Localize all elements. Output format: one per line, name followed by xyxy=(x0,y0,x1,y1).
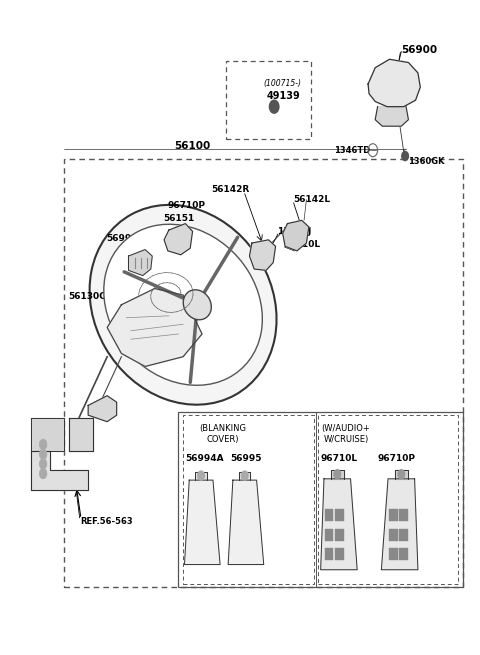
Polygon shape xyxy=(331,470,344,479)
Polygon shape xyxy=(69,419,93,451)
Text: REF.56-563: REF.56-563 xyxy=(81,517,133,525)
Polygon shape xyxy=(382,479,418,570)
Polygon shape xyxy=(321,479,357,570)
Ellipse shape xyxy=(90,205,276,405)
Text: COVER): COVER) xyxy=(207,435,240,443)
Text: 96710L: 96710L xyxy=(321,454,358,463)
Text: 56900: 56900 xyxy=(401,45,437,54)
Circle shape xyxy=(241,471,248,480)
Text: 56991C: 56991C xyxy=(106,234,144,243)
Bar xyxy=(399,510,408,521)
Circle shape xyxy=(334,470,341,479)
Polygon shape xyxy=(375,107,408,126)
Circle shape xyxy=(269,100,279,113)
Bar xyxy=(318,415,458,584)
Text: 56142L: 56142L xyxy=(293,195,330,204)
Bar xyxy=(389,529,397,540)
Bar xyxy=(325,510,334,521)
Bar xyxy=(336,529,344,540)
Text: 49139: 49139 xyxy=(266,91,300,102)
Bar xyxy=(389,548,397,560)
Text: 96710L: 96710L xyxy=(284,240,321,249)
Polygon shape xyxy=(228,480,264,565)
Polygon shape xyxy=(368,60,420,107)
Bar xyxy=(399,548,408,560)
Polygon shape xyxy=(164,223,192,255)
Polygon shape xyxy=(250,240,276,271)
Bar xyxy=(325,529,334,540)
Text: 1249LJ: 1249LJ xyxy=(277,227,312,236)
Polygon shape xyxy=(239,472,251,480)
Bar xyxy=(325,548,334,560)
Polygon shape xyxy=(184,480,220,565)
Circle shape xyxy=(39,440,47,449)
Circle shape xyxy=(198,471,204,480)
Polygon shape xyxy=(31,451,88,490)
Circle shape xyxy=(39,468,47,479)
Bar xyxy=(179,412,463,588)
Polygon shape xyxy=(88,396,117,422)
Ellipse shape xyxy=(183,290,211,320)
Text: 56130C: 56130C xyxy=(68,292,106,301)
Circle shape xyxy=(39,449,47,459)
Text: 56100: 56100 xyxy=(174,141,211,151)
Ellipse shape xyxy=(104,224,263,385)
Polygon shape xyxy=(195,472,207,480)
Text: (W/AUDIO+: (W/AUDIO+ xyxy=(322,424,371,433)
Bar xyxy=(389,510,397,521)
Text: 56994A: 56994A xyxy=(185,454,224,463)
Bar xyxy=(399,529,408,540)
Text: (100715-): (100715-) xyxy=(263,79,301,88)
Circle shape xyxy=(39,458,47,469)
Text: (BLANKING: (BLANKING xyxy=(200,424,247,433)
Circle shape xyxy=(398,470,405,479)
Text: W/CRUISE): W/CRUISE) xyxy=(324,435,369,443)
Polygon shape xyxy=(129,250,152,276)
Text: 56142R: 56142R xyxy=(212,185,250,195)
Polygon shape xyxy=(283,220,309,251)
Text: 1346TD: 1346TD xyxy=(334,145,370,155)
Bar xyxy=(183,415,313,584)
Bar xyxy=(64,159,463,588)
Text: 96710P: 96710P xyxy=(168,201,206,210)
Polygon shape xyxy=(107,289,202,366)
Circle shape xyxy=(402,151,408,160)
Polygon shape xyxy=(31,419,64,451)
Text: 96710P: 96710P xyxy=(378,454,416,463)
Bar xyxy=(336,510,344,521)
Text: 1360GK: 1360GK xyxy=(408,157,445,166)
Bar xyxy=(336,548,344,560)
Text: 56151: 56151 xyxy=(163,214,194,223)
Polygon shape xyxy=(395,470,408,479)
Bar xyxy=(226,61,311,139)
Text: 56995: 56995 xyxy=(230,454,262,463)
